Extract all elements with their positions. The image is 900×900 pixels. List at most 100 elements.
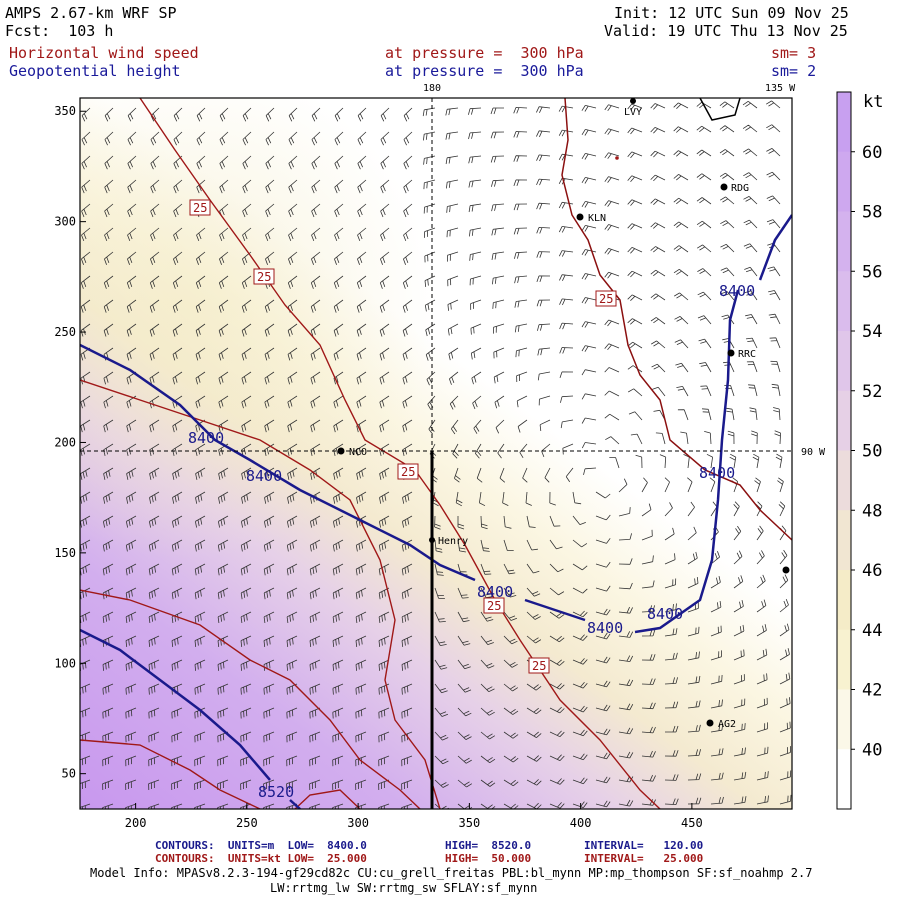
wind-barb [572, 515, 586, 525]
wind-barb [287, 395, 298, 409]
wind-barb [434, 683, 448, 694]
wind-barb [309, 755, 321, 767]
wind-barb [457, 539, 466, 553]
wind-barb [664, 701, 679, 709]
wind-barb [425, 347, 436, 361]
wind-barb [526, 683, 542, 691]
wind-barb [149, 299, 160, 313]
wind-barb [126, 467, 137, 480]
wind-barb [334, 227, 344, 242]
wind-barb [264, 419, 275, 433]
wind-barb [720, 220, 735, 229]
wind-barb [701, 408, 712, 421]
wind-barb [513, 107, 528, 114]
wind-barb [664, 677, 678, 685]
colorbar-segment [837, 271, 851, 332]
wind-barb [194, 635, 206, 647]
wind-barb [468, 131, 482, 140]
wind-barb [687, 577, 699, 589]
wind-barb [265, 131, 275, 146]
valid-time: Valid: 19 UTC Thu 13 Nov 25 [604, 22, 848, 40]
wind-barb [544, 467, 551, 483]
wind-barb [559, 274, 574, 281]
wind-barb [697, 291, 712, 301]
wind-barb [733, 649, 745, 661]
wind-barb [572, 539, 588, 548]
wind-barb [286, 563, 298, 576]
wind-barb [287, 515, 298, 528]
wind-barb [696, 244, 712, 253]
wind-barb [725, 407, 735, 421]
wind-barb [311, 227, 321, 242]
wind-barb [263, 539, 275, 552]
wind-barb [595, 514, 611, 521]
wind-barb [355, 803, 367, 809]
wind-barb [604, 152, 620, 159]
wind-barb [401, 587, 413, 600]
wind-barb [80, 563, 91, 576]
wind-barb [378, 539, 390, 552]
wind-barb [618, 606, 633, 614]
wind-barb [756, 525, 764, 541]
footer-height-high: HIGH= 8520.0 [445, 839, 532, 852]
lon-label-135w: 135 W [765, 83, 796, 94]
wind-barb [650, 293, 666, 301]
wind-barb [673, 245, 689, 253]
wind-barb [457, 611, 470, 623]
wind-barb [719, 172, 735, 181]
wind-barb [618, 799, 634, 807]
wind-barb [457, 635, 471, 646]
wind-barb [148, 539, 160, 552]
wind-barb [549, 515, 561, 527]
wind-barb [457, 659, 471, 670]
wind-barb [709, 477, 716, 493]
wind-barb [378, 779, 390, 791]
wind-barb [286, 803, 298, 809]
wind-barb [581, 153, 597, 160]
wind-barb [286, 779, 298, 791]
wind-barb [572, 729, 588, 737]
wind-barb [125, 587, 137, 600]
wind-barb [102, 539, 114, 552]
wind-barb [149, 275, 160, 289]
wind-barb [704, 431, 712, 445]
wind-barb [549, 563, 564, 573]
footer-speed-interval: INTERVAL= 25.000 [584, 852, 704, 865]
wind-barb [309, 707, 321, 719]
wind-barb [445, 131, 459, 140]
wind-barb [549, 754, 565, 761]
wind-barb [195, 515, 206, 528]
wind-barb [595, 800, 611, 808]
wind-barb [468, 107, 482, 115]
x-tick-label: 350 [459, 816, 481, 830]
wind-barb [309, 803, 321, 809]
wind-barb [604, 343, 620, 350]
wind-barb [103, 299, 114, 313]
wind-barb [240, 779, 252, 791]
map-frame [79, 97, 793, 810]
wind-barb [775, 453, 783, 469]
wind-barb [581, 417, 597, 424]
wind-barb [173, 203, 183, 218]
wind-barb [80, 539, 91, 552]
wind-barb [263, 755, 275, 767]
forecast-hour: Fcst: 103 h [5, 22, 114, 40]
wind-barb [595, 538, 611, 544]
wind-barb [628, 411, 643, 421]
wind-barb [218, 515, 229, 528]
wind-barb [743, 219, 758, 229]
wind-barb [493, 347, 505, 359]
wind-barb [572, 610, 588, 618]
wind-barb [242, 251, 252, 265]
wind-barb [402, 491, 413, 504]
wind-barb [380, 227, 390, 242]
wind-barb [687, 773, 702, 781]
wind-barb [687, 749, 701, 757]
speed-contour-25-bl [80, 739, 261, 809]
wind-barb [526, 802, 542, 809]
wind-barb [401, 683, 413, 695]
wind-barb [710, 723, 724, 733]
wind-barb [604, 271, 620, 279]
wind-barb [357, 179, 367, 194]
wind-barb [539, 419, 551, 432]
